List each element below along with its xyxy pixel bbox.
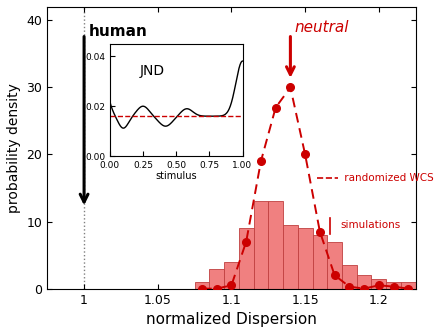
Bar (209, 269, 224, 289)
Bar (194, 282, 209, 289)
X-axis label: normalized Dispersion: normalized Dispersion (146, 312, 317, 327)
Bar (401, 282, 416, 289)
Text: neutral: neutral (295, 20, 349, 35)
Bar (224, 262, 239, 289)
Bar (239, 228, 254, 289)
Bar (283, 225, 298, 289)
Bar (298, 228, 312, 289)
Bar (254, 201, 268, 289)
Text: human: human (89, 24, 147, 39)
Bar (372, 279, 386, 289)
Bar (386, 282, 401, 289)
Y-axis label: probability density: probability density (7, 83, 21, 213)
Bar (312, 235, 327, 289)
Text: simulations: simulations (340, 220, 401, 230)
Bar (342, 265, 357, 289)
Bar (268, 201, 283, 289)
Bar (357, 275, 372, 289)
Text: randomized WCS: randomized WCS (340, 173, 433, 183)
Bar (327, 242, 342, 289)
